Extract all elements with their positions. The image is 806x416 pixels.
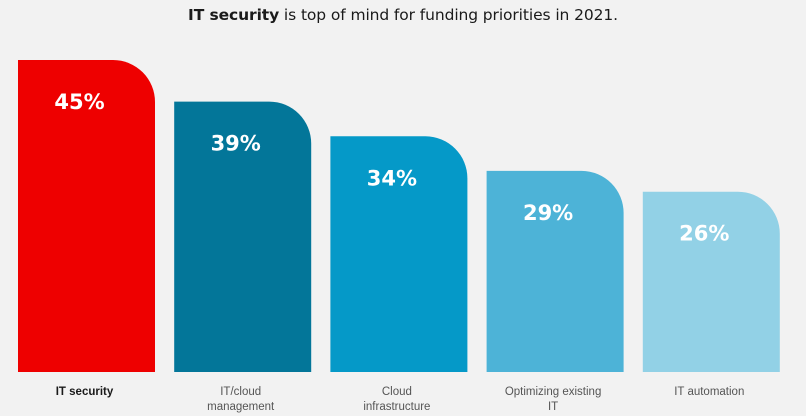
bar-4	[642, 191, 780, 372]
category-label-2-line-0: Cloud	[382, 386, 412, 398]
bar-3	[486, 170, 624, 372]
chart-title: IT security is top of mind for funding p…	[0, 6, 806, 24]
bar-value-label-0: 45%	[54, 90, 104, 114]
bar-0	[18, 60, 155, 372]
category-label-0: IT security	[56, 386, 114, 398]
category-label-4: IT automation	[674, 386, 744, 398]
bar-1	[174, 101, 312, 372]
bar-value-label-2: 34%	[367, 166, 417, 190]
bar-2	[330, 136, 468, 372]
category-label-2-line-1: infrastructure	[363, 401, 430, 413]
bar-value-label-4: 26%	[679, 222, 729, 246]
bar-value-label-3: 29%	[523, 201, 573, 225]
chart-title-bold: IT security	[188, 6, 280, 24]
category-label-1-line-1: management	[207, 401, 275, 413]
category-label-1-line-0: IT/cloud	[220, 386, 261, 398]
category-label-3-line-1: IT	[548, 401, 558, 413]
chart-title-rest: is top of mind for funding priorities in…	[279, 6, 618, 24]
category-label-3-line-0: Optimizing existing	[505, 386, 602, 398]
bar-value-label-1: 39%	[211, 132, 261, 156]
